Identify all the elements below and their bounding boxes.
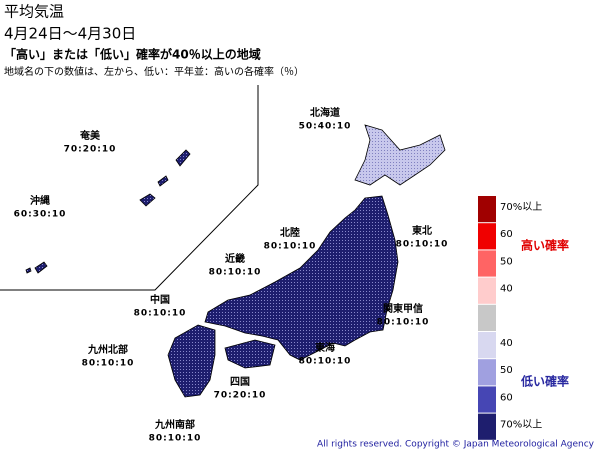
region-probs: 80:10:10 [134,309,187,319]
region-name: 東海 [315,341,335,354]
title: 平均気温 [4,3,64,21]
legend-swatch [478,413,496,440]
region-name: 奄美 [79,129,101,142]
region-labels: 北海道 50:40:10 奄美 70:20:10 沖縄 60:30:10 北陸 80:10:1… [14,106,449,444]
legend-swatch [478,304,496,331]
legend-swatch [478,196,496,223]
legend-label: 70%以上 [500,419,542,431]
legend-swatch [478,277,496,304]
legend-swatch [478,359,496,386]
period: 4月24日～4月30日 [4,25,136,43]
legend-label: 50 [500,365,513,376]
legend-swatch [478,223,496,250]
region-probs: 70:20:10 [214,391,267,401]
region-name: 四国 [230,376,250,388]
legend-swatch [478,250,496,277]
region-probs: 70:20:10 [64,145,117,155]
subtitle: 「高い」または「低い」確率が40％以上の地域 [4,47,261,62]
land [25,124,446,398]
region-probs: 80:10:10 [82,359,135,369]
region-name: 中国 [150,293,170,306]
copyright: All rights reserved. Copyright © Japan M… [317,440,595,450]
note: 地域名の下の数値は、左から、低い：平年並：高いの各確率（％） [4,65,304,78]
region-probs: 80:10:10 [377,318,430,328]
legend-label: 60 [500,229,513,240]
region-name: 九州北部 [87,343,128,356]
region-probs: 60:30:10 [14,210,67,220]
region-probs: 80:10:10 [209,268,262,278]
region-name: 沖縄 [30,194,50,207]
region-name: 北海道 [310,106,340,119]
legend-label: 60 [500,392,513,403]
legend-label: 40 [500,338,513,349]
legend-swatch [478,332,496,359]
legend-label: 70%以上 [500,201,542,213]
region-name: 北陸 [280,226,300,239]
region-probs: 80:10:10 [149,434,202,444]
legend-label: 50 [500,256,513,267]
legend-swatch [478,386,496,413]
legend-low: 低い確率 [520,374,569,389]
region-probs: 80:10:10 [396,240,449,250]
region-name: 関東甲信 [383,302,423,315]
region-probs: 50:40:10 [299,122,352,132]
region-name: 近畿 [225,252,245,265]
legend-high: 高い確率 [521,238,569,253]
legend-label: 40 [500,284,513,295]
region-probs: 80:10:10 [264,242,317,252]
region-name: 東北 [412,224,432,237]
inset-border [0,85,259,291]
region-name: 九州南部 [154,418,195,431]
region-probs: 80:10:10 [299,357,352,367]
